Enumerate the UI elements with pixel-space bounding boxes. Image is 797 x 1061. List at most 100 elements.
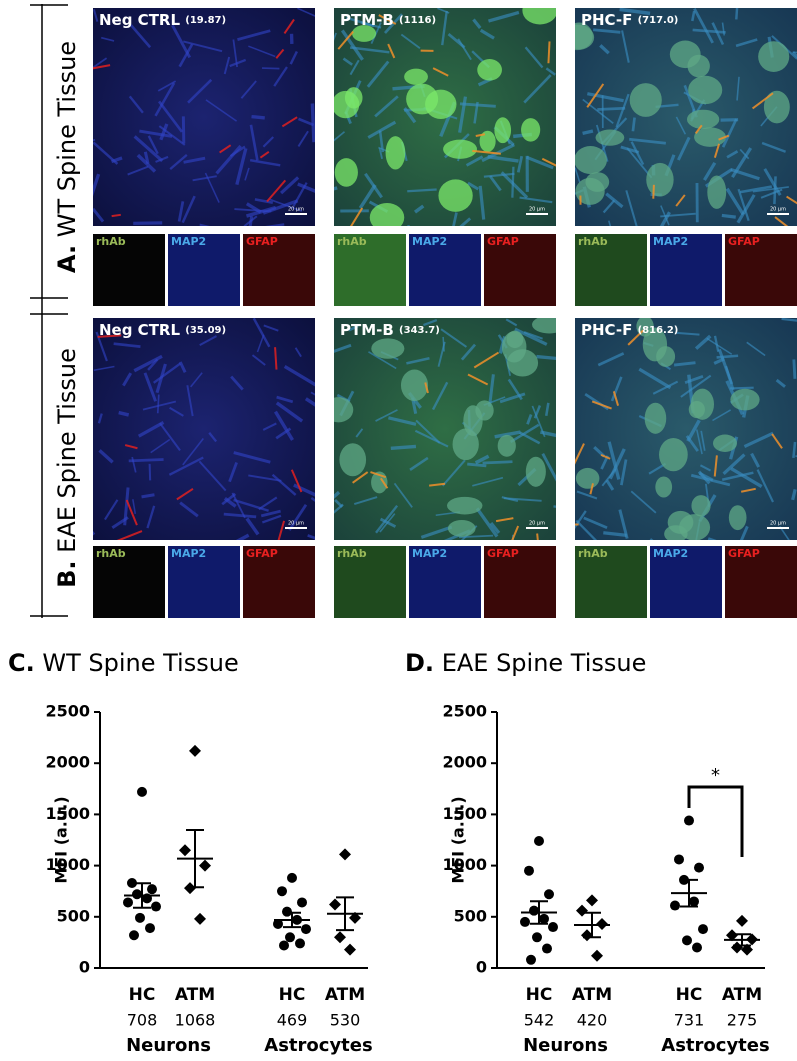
texture [310,103,315,143]
texture [524,46,544,69]
mean-label: 420 [577,1011,608,1030]
data-point [297,897,307,908]
group-label: Neurons [126,1035,211,1056]
row-title: EAE Spine Tissue [53,348,81,553]
mean-label: 469 [277,1011,308,1030]
texture [717,348,734,385]
texture [694,127,726,147]
data-point [674,854,684,865]
micrograph [575,318,797,540]
texture [183,156,206,164]
texture [756,469,774,503]
texture [509,423,540,444]
texture [620,459,628,486]
texture [603,531,627,537]
texture [204,172,220,203]
data-point [277,886,287,897]
texture [459,102,496,108]
texture [406,357,430,365]
texture [307,534,315,540]
texture [113,342,141,348]
texture [659,211,671,226]
texture [501,331,527,363]
texture [178,43,194,68]
condition-label: HC [279,985,306,1005]
group-label: Neurons [523,1035,608,1056]
texture [366,60,390,88]
image-value: (35.09) [185,325,226,336]
texture [458,96,468,133]
texture [288,503,308,531]
micrograph-bg [93,318,315,540]
texture [597,106,626,111]
texture [221,492,237,506]
image-value: (717.0) [638,15,679,26]
texture [597,352,625,367]
image-title: PHC-F (816.2) [581,321,678,339]
texture [146,505,156,529]
texture [740,487,756,493]
texture [375,409,398,422]
data-point [179,844,191,857]
image-name: PHC-F [581,321,632,339]
texture [589,483,594,495]
texture [244,167,250,181]
chart-title: C. WT Spine Tissue [8,649,239,677]
mean-label: 708 [127,1011,158,1030]
data-point [670,900,680,911]
texture [599,44,610,55]
texture [699,464,712,472]
texture [141,493,155,499]
mean-label: 275 [727,1011,758,1030]
texture [629,137,666,145]
texture [133,354,163,373]
texture [261,514,282,524]
data-point [147,884,157,895]
texture [334,490,341,499]
texture [593,28,621,34]
texture [488,374,495,407]
texture [761,141,786,153]
texture [380,477,389,489]
texture [452,212,458,226]
channel-image [575,234,647,306]
texture [310,391,315,396]
texture [199,335,217,347]
texture [133,135,164,163]
texture [525,456,546,487]
texture [431,381,449,411]
texture [691,495,711,517]
texture [150,438,171,454]
texture [93,64,111,70]
data-point [339,848,351,861]
texture [368,351,397,370]
significance-bracket [687,785,744,857]
texture [125,499,138,526]
texture [675,116,687,135]
texture [475,507,499,538]
texture [349,59,360,76]
y-tick-label: 1000 [45,855,90,874]
texture [192,175,217,182]
texture [605,479,615,491]
texture [649,538,654,540]
data-point [689,896,699,907]
texture [158,125,186,146]
texture [735,8,739,20]
texture [364,172,383,199]
texture [707,537,717,540]
texture [541,453,556,482]
texture [350,207,364,226]
texture [186,385,194,417]
image-name: Neg CTRL [99,11,180,29]
texture [735,38,758,48]
texture [479,130,496,153]
texture [655,476,673,498]
texture [271,473,297,496]
y-axis-label: MFI (a.u.) [52,796,71,883]
texture [602,199,616,214]
texture [739,185,773,194]
texture [137,421,165,438]
texture [275,48,285,59]
chart-title-text: EAE Spine Tissue [442,649,647,677]
